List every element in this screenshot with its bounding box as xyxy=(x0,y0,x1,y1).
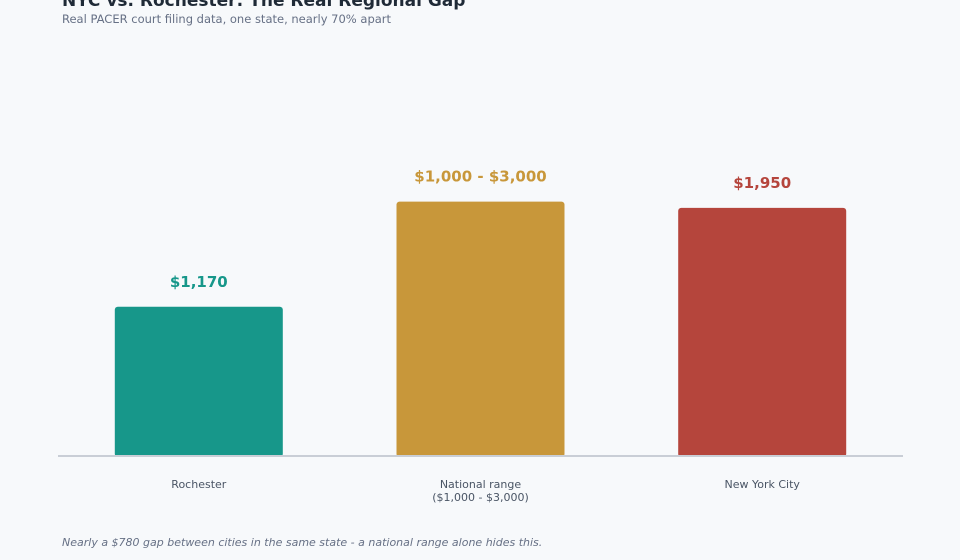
bar-value-label-2: $1,950 xyxy=(733,174,791,192)
bar-2 xyxy=(678,207,847,457)
category-tick-label-0: Rochester xyxy=(171,478,226,491)
chart-subtitle: Real PACER court filing data, one state,… xyxy=(62,12,392,26)
chart-footnote: Nearly a $780 gap between cities in the … xyxy=(62,536,543,549)
chart-title: NYC vs. Rochester: The Real Regional Gap xyxy=(62,0,466,11)
bar-value-label-1: $1,000 - $3,000 xyxy=(414,168,546,186)
bar-0 xyxy=(114,306,283,457)
bar-1 xyxy=(396,201,565,457)
category-tick-label-2: New York City xyxy=(724,478,800,491)
bar-value-label-0: $1,170 xyxy=(170,273,228,291)
category-tick-label-1: National range ($1,000 - $3,000) xyxy=(432,478,529,504)
